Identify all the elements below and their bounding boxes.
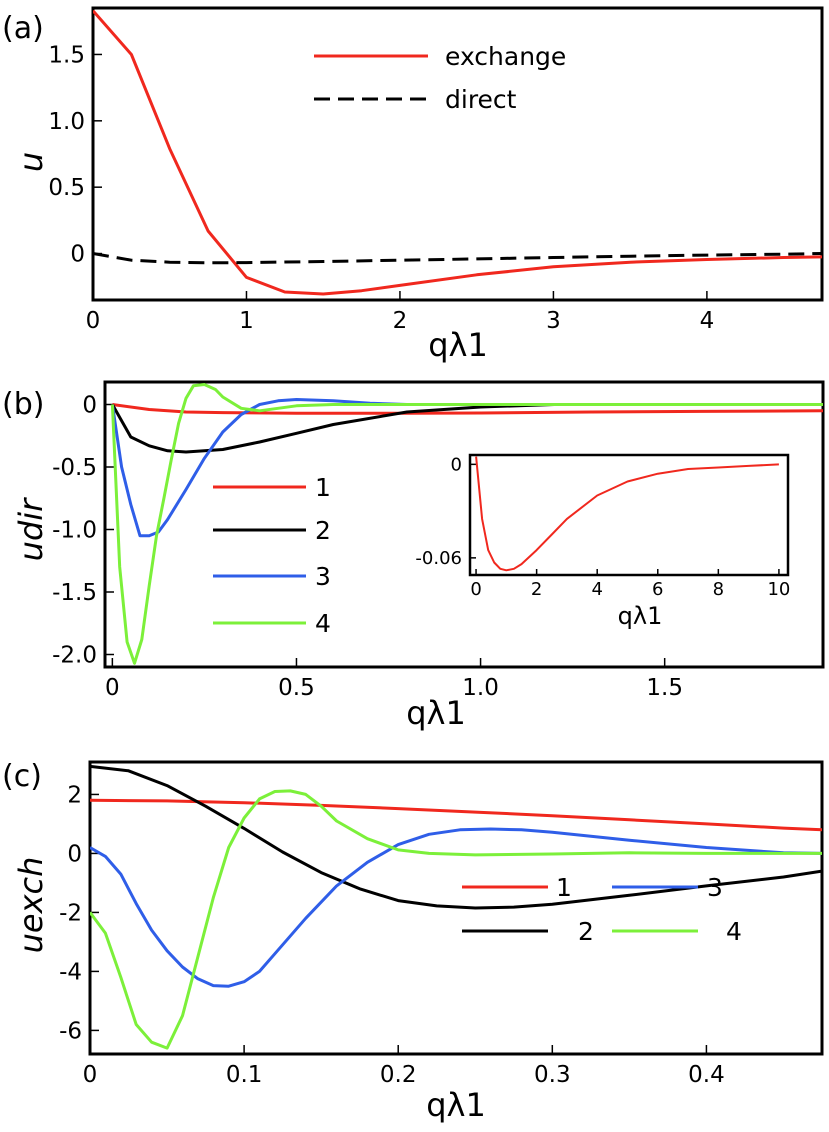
x-tick-label: 0 bbox=[105, 675, 120, 701]
x-tick-label: 2 bbox=[531, 579, 542, 600]
panel-b-inset: 0 2 4 6 8 10 0 -0.06 qλ1 bbox=[415, 453, 790, 630]
x-tick-label: 0.1 bbox=[226, 1062, 263, 1088]
panel-c-ticks: 0 0.1 0.2 0.3 0.4 2 0 -2 -4 -6 bbox=[59, 782, 725, 1088]
panel-b-series bbox=[110, 383, 823, 665]
x-tick-label: 4 bbox=[591, 579, 602, 600]
y-tick-label: -6 bbox=[59, 1018, 82, 1044]
y-tick-label: -0.06 bbox=[415, 548, 462, 569]
legend-label-exchange: exchange bbox=[445, 42, 566, 71]
panel-b-ticks: 0 0.5 1.0 1.5 0 -0.5 -1.0 -1.5 -2.0 bbox=[52, 393, 683, 702]
x-tick-label: 8 bbox=[713, 579, 724, 600]
panel-b-frame bbox=[103, 380, 825, 669]
series-line-c-1 bbox=[90, 798, 822, 832]
y-tick-label: 1.5 bbox=[48, 42, 85, 68]
x-tick-label: 0 bbox=[86, 308, 101, 334]
legend-label-2: 2 bbox=[578, 917, 594, 946]
panel-a-legend: exchange direct bbox=[314, 42, 566, 114]
x-tick-label: 1.0 bbox=[462, 675, 499, 701]
legend-label-1: 1 bbox=[556, 873, 572, 902]
x-tick-label: 2 bbox=[393, 308, 408, 334]
panel-b: (b) 0 0.5 1.0 1.50-0.5-1.0-1.5-2.0 1 2 3 4 … bbox=[2, 380, 825, 732]
inset-frame bbox=[468, 453, 790, 577]
x-tick-label: 6 bbox=[652, 579, 663, 600]
x-tick-label: 3 bbox=[546, 308, 561, 334]
legend-label-3: 3 bbox=[707, 873, 723, 902]
y-tick-label: 0 bbox=[82, 393, 97, 419]
panel-c-legend: 1 3 2 4 bbox=[462, 873, 742, 946]
x-tick-label: 0.2 bbox=[380, 1062, 417, 1088]
y-tick-label: -2.0 bbox=[52, 643, 97, 669]
series-line-b-1 bbox=[112, 403, 823, 415]
legend-label-direct: direct bbox=[445, 85, 517, 114]
panel-c-ylabel: uexch bbox=[12, 857, 50, 954]
inset-xlabel: qλ1 bbox=[618, 602, 663, 630]
legend-label-4: 4 bbox=[315, 609, 331, 638]
y-tick-label: -2 bbox=[59, 900, 82, 926]
panel-a-frame bbox=[91, 6, 824, 302]
x-tick-label: 10 bbox=[767, 579, 790, 600]
panel-c-frame bbox=[88, 760, 824, 1056]
legend-label-1: 1 bbox=[315, 473, 331, 502]
panel-c-label: (c) bbox=[2, 759, 42, 794]
y-tick-label: 0 bbox=[451, 454, 462, 475]
series-line-c-4 bbox=[90, 789, 822, 1050]
x-tick-label: 0.3 bbox=[534, 1062, 571, 1088]
panel-c-series bbox=[90, 764, 822, 1050]
legend-label-3: 3 bbox=[315, 562, 331, 591]
panel-a-xlabel: qλ1 bbox=[428, 326, 488, 364]
y-tick-label: -1.5 bbox=[52, 580, 97, 606]
y-tick-label: -1.0 bbox=[52, 518, 97, 544]
legend-label-2: 2 bbox=[315, 516, 331, 545]
panel-a-series bbox=[93, 9, 822, 296]
panel-a-ticks: 0 1 2 3 4 0 0.5 1.0 1.5 bbox=[48, 42, 714, 334]
y-tick-label: 0 bbox=[70, 242, 85, 268]
y-tick-label: 0 bbox=[67, 841, 82, 867]
y-tick-label: -4 bbox=[59, 959, 82, 985]
x-tick-label: 4 bbox=[700, 308, 715, 334]
panel-b-legend: 1 2 3 4 bbox=[213, 473, 331, 638]
panel-b-label: (b) bbox=[2, 387, 44, 422]
series-line-a-exchange bbox=[93, 9, 822, 296]
panel-a-ylabel: u bbox=[12, 152, 50, 172]
panel-c: (c) 0 0.1 0.2 0.3 0.420-2-4-6 1 3 2 4 uexch … bbox=[2, 759, 824, 1124]
x-tick-label: 1.5 bbox=[646, 675, 683, 701]
y-tick-label: 2 bbox=[67, 782, 82, 808]
series-line-b-4 bbox=[110, 383, 823, 665]
x-tick-label: 0.5 bbox=[278, 675, 315, 701]
x-tick-label: 1 bbox=[239, 308, 254, 334]
legend-label-4: 4 bbox=[726, 917, 742, 946]
series-line-c-3 bbox=[90, 827, 822, 988]
series-line-a-direct bbox=[93, 252, 822, 265]
y-tick-label: 1.0 bbox=[48, 109, 85, 135]
inset-series bbox=[475, 456, 779, 572]
panel-b-ylabel: udir bbox=[12, 497, 50, 561]
x-tick-label: 0.4 bbox=[688, 1062, 725, 1088]
y-tick-label: 0.5 bbox=[48, 175, 85, 201]
inset-ticks: 0 2 4 6 8 10 0 -0.06 bbox=[415, 454, 790, 600]
panel-c-xlabel: qλ1 bbox=[426, 1086, 486, 1124]
x-tick-label: 0 bbox=[470, 579, 481, 600]
series-line-b-inset-1 bbox=[475, 456, 779, 572]
series-line-c-2 bbox=[90, 764, 822, 910]
panel-a: (a) 0 1 2 3 4 0 0.5 1.0 1.5 exchange direct u qλ… bbox=[2, 6, 824, 364]
x-tick-label: 0 bbox=[83, 1062, 98, 1088]
panel-b-xlabel: qλ1 bbox=[406, 694, 466, 732]
y-tick-label: -0.5 bbox=[52, 455, 97, 481]
panel-a-label: (a) bbox=[2, 11, 44, 46]
